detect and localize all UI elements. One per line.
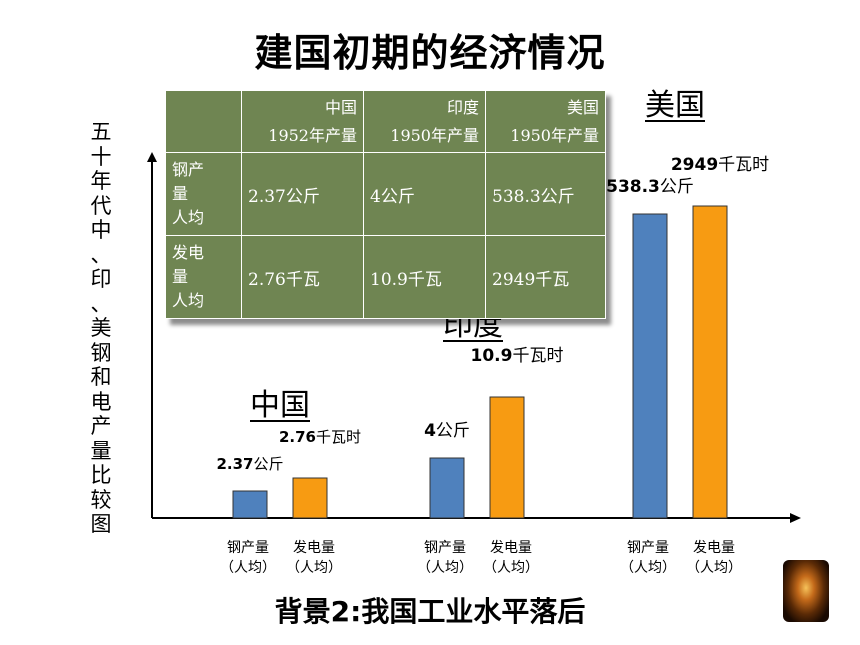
vertical-chart-caption: 五十年代中、印、美钢和电产量比较图 — [90, 120, 112, 536]
bar-value-label: 538.3公斤 — [606, 177, 694, 197]
bar-category-label: （人均） — [483, 560, 539, 576]
table-row-header: 钢产量人均 — [165, 152, 242, 236]
page-title: 建国初期的经济情况 — [254, 31, 606, 75]
bar-category-label: （人均） — [620, 560, 676, 576]
bar-category-label: 发电量 — [293, 540, 335, 556]
bar-value-label: 4公斤 — [424, 421, 470, 441]
bar-category-label: 钢产量 — [227, 540, 269, 556]
table-cell: 2949千瓦 — [485, 235, 606, 319]
bar-category-label: 发电量 — [490, 540, 532, 556]
country-label: 中国 — [250, 388, 310, 423]
table-cell: 538.3公斤 — [485, 152, 606, 236]
bar-category-label: （人均） — [220, 560, 276, 576]
x-axis-arrow-icon — [790, 513, 801, 523]
bar — [632, 213, 668, 519]
production-table: 中国 1952年产量 印度 1950年产量 美国 1950年产量 钢产量人均 2.37… — [165, 90, 606, 319]
table-header-cell: 中国 1952年产量 — [241, 90, 364, 153]
bar — [429, 457, 465, 519]
bar — [489, 396, 525, 519]
table-row: 钢产量人均 2.37公斤 4公斤 538.3公斤 — [165, 152, 606, 236]
table-header-cell: 印度 1950年产量 — [363, 90, 486, 153]
table-cell: 4公斤 — [363, 152, 486, 236]
table-row-header: 发电量人均 — [165, 235, 242, 319]
table-cell: 2.76千瓦 — [241, 235, 364, 319]
bar-category-label: （人均） — [686, 560, 742, 576]
bar — [292, 477, 328, 519]
bar-value-label: 10.9千瓦时 — [471, 346, 564, 366]
country-label: 美国 — [645, 88, 705, 123]
bar-value-label: 2.37公斤 — [216, 455, 283, 473]
table-row: 发电量人均 2.76千瓦 10.9千瓦 2949千瓦 — [165, 235, 606, 319]
table-header-row: 中国 1952年产量 印度 1950年产量 美国 1950年产量 — [165, 90, 606, 153]
bar-category-label: 钢产量 — [424, 540, 466, 556]
table-header-cell — [165, 90, 242, 153]
table-cell: 10.9千瓦 — [363, 235, 486, 319]
y-axis-arrow-icon — [147, 152, 157, 162]
bar-category-label: 发电量 — [693, 540, 735, 556]
bar — [232, 490, 268, 519]
footer-caption: 背景2:我国工业水平落后 — [274, 595, 586, 628]
bar-value-label: 2949千瓦时 — [671, 155, 769, 175]
bar — [692, 205, 728, 519]
bar-category-label: 钢产量 — [627, 540, 669, 556]
bar-category-label: （人均） — [417, 560, 473, 576]
bar-category-label: （人均） — [286, 560, 342, 576]
bar-value-label: 2.76千瓦时 — [279, 428, 361, 446]
candle-flame-icon — [783, 560, 829, 622]
table-cell: 2.37公斤 — [241, 152, 364, 236]
table-header-cell: 美国 1950年产量 — [485, 90, 606, 153]
